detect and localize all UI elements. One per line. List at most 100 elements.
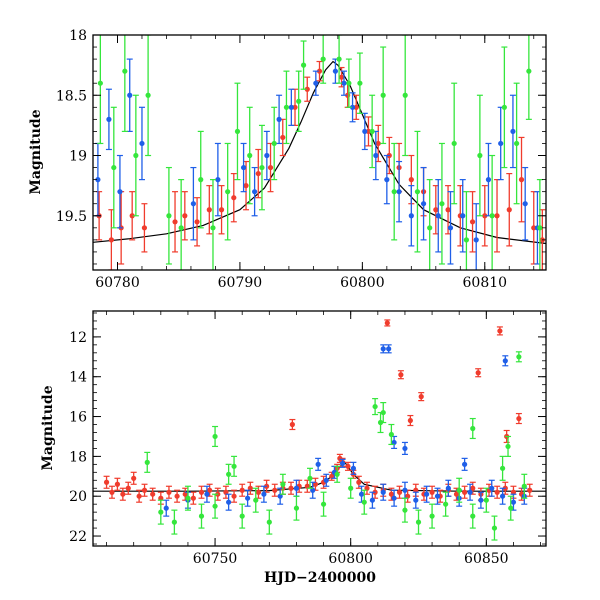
data-point [494, 489, 500, 495]
data-point [264, 152, 270, 159]
data-point [194, 219, 200, 225]
data-point [97, 80, 103, 86]
data-point [391, 439, 397, 446]
data-point [396, 189, 402, 195]
data-point [129, 213, 135, 219]
x-tick-label: 60800 [328, 551, 373, 567]
data-point [439, 201, 445, 207]
data-point [348, 485, 354, 491]
data-point [361, 499, 367, 505]
top-series-1 [94, 58, 541, 270]
data-point [341, 80, 347, 86]
data-point [470, 425, 476, 432]
data-point [526, 68, 532, 74]
data-point [231, 195, 237, 201]
data-point [356, 479, 362, 485]
y-tick-label: 19 [69, 149, 87, 165]
data-point [117, 189, 123, 195]
data-point [226, 499, 232, 505]
data-point [380, 92, 386, 98]
data-point [212, 433, 218, 440]
data-point [388, 431, 394, 438]
data-point [491, 525, 498, 531]
data-point [463, 237, 470, 243]
data-point [240, 164, 247, 171]
data-point [144, 459, 150, 465]
data-point [320, 56, 326, 62]
data-point [386, 346, 392, 352]
y-tick-label: 18 [69, 28, 87, 44]
data-point [384, 177, 390, 183]
data-point [109, 489, 115, 495]
top-series-2 [97, 35, 543, 270]
data-point [178, 225, 184, 231]
data-point [127, 92, 133, 98]
data-point [345, 463, 351, 469]
data-point [462, 489, 468, 495]
data-point [145, 92, 151, 98]
data-point [501, 104, 507, 110]
data-point [473, 237, 479, 243]
data-point [307, 475, 313, 481]
data-point [413, 497, 419, 503]
data-point [288, 485, 294, 491]
data-point [288, 104, 294, 110]
data-point [204, 491, 210, 497]
data-point [384, 320, 390, 326]
data-point [475, 370, 481, 376]
data-point [210, 225, 216, 231]
data-point [460, 213, 466, 219]
data-point [429, 513, 435, 519]
x-tick-label: 60750 [193, 551, 238, 567]
y-tick-label: 20 [69, 489, 87, 505]
data-point [329, 473, 335, 479]
data-point [315, 461, 321, 467]
data-point [521, 483, 527, 489]
data-point [247, 152, 253, 159]
data-point [482, 213, 488, 219]
data-point [489, 485, 495, 491]
data-point [489, 213, 495, 219]
data-point [182, 213, 188, 219]
data-point [391, 189, 397, 195]
bottom-series-2 [144, 351, 528, 541]
data-point [402, 487, 408, 493]
data-point [418, 394, 424, 400]
data-point [357, 80, 363, 86]
data-point [364, 485, 370, 491]
data-point [198, 513, 205, 519]
data-point [478, 497, 484, 503]
data-point [339, 460, 346, 466]
data-point [506, 207, 512, 213]
data-point [245, 495, 251, 501]
data-point [139, 140, 145, 147]
data-point [522, 201, 528, 207]
data-point [226, 471, 232, 477]
data-point [182, 491, 188, 497]
data-point [234, 128, 241, 135]
data-point [239, 487, 245, 493]
data-point [443, 501, 449, 507]
data-point [223, 489, 229, 495]
data-point [141, 487, 148, 493]
data-point [103, 479, 110, 485]
data-point [136, 493, 142, 499]
data-point [276, 116, 282, 122]
data-point [380, 409, 386, 416]
data-point [166, 213, 172, 219]
data-point [405, 493, 411, 499]
data-point [407, 417, 413, 424]
data-point [373, 152, 379, 159]
data-point [231, 463, 237, 469]
data-point [296, 98, 302, 104]
data-point [166, 489, 172, 495]
data-point [280, 481, 286, 487]
y-tick-label: 18.5 [56, 88, 87, 104]
data-point [215, 177, 221, 183]
data-point [163, 505, 169, 511]
data-point [350, 465, 357, 471]
x-tick-label: 60810 [463, 275, 508, 291]
data-point [527, 487, 533, 493]
data-point [485, 177, 492, 183]
